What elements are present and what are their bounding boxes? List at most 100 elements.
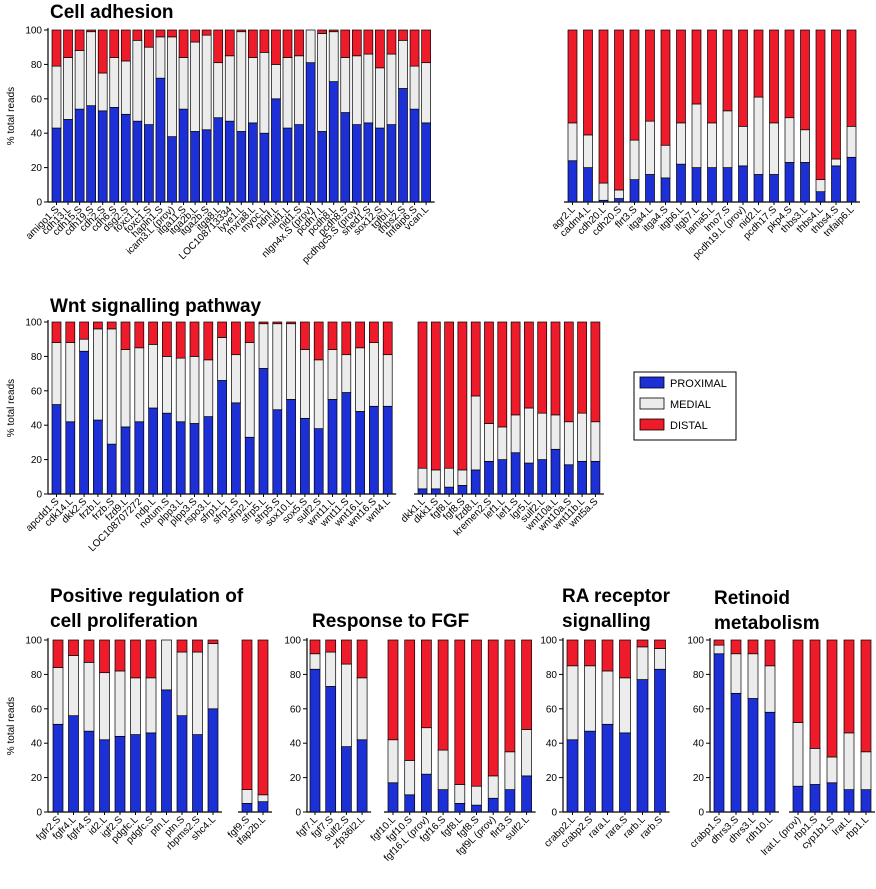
bar-medial [258,323,269,369]
bar-proximal [713,653,725,813]
bar-distal [843,639,855,734]
bar-proximal [257,801,269,813]
chart-title: Cell adhesion [50,2,174,23]
bar-medial [328,31,339,82]
bar-distal [130,639,141,679]
bar-proximal [120,426,131,495]
bar-proximal [144,124,154,203]
bar-distal [201,29,212,36]
y-tick-label: 20 [693,773,705,784]
y-tick-label: 80 [546,670,558,681]
bar-proximal [258,368,269,495]
legend-label-proximal: PROXIMAL [670,378,727,390]
bar-medial [51,342,62,405]
bar-proximal [175,421,186,495]
bar-medial [437,749,449,790]
bar-proximal [563,464,574,495]
y-tick-label: 80 [31,670,43,681]
bar-distal [317,29,327,34]
bar-medial [341,354,352,393]
bar-distal [497,321,508,428]
bar-medial [676,122,686,165]
bar-medial [792,722,804,787]
bar-proximal [654,668,666,813]
bar-proximal [167,136,177,203]
bar-proximal [106,443,117,495]
bar-distal [351,29,362,57]
chart-wnt: Wnt signalling pathway 0 20 40 60 80 100 % tota… [6,296,604,554]
bar-distal [224,29,235,57]
bar-medial [109,57,120,108]
bar-medial [189,356,200,424]
bar-proximal [764,711,776,813]
bar-proximal [409,108,420,203]
bar-medial [567,122,578,162]
bar-proximal [286,399,296,495]
bar-proximal [130,734,141,813]
bar-distal [676,29,686,124]
bar-medial [784,117,795,163]
bar-medial [192,651,203,735]
bar-distal [417,321,428,469]
bar-proximal [52,723,64,813]
bar-proximal [738,165,748,203]
bar-proximal [97,110,108,203]
y-tick-label: 40 [31,739,43,750]
bar-proximal [74,108,85,203]
bar-proximal [421,773,432,813]
bar-medial [619,677,631,734]
chart-title: Retinoid [714,588,790,609]
bar-distal [63,29,73,58]
bar-medial [327,349,338,400]
bar-distal [454,639,466,785]
y-tick-label: 20 [290,773,302,784]
bar-distal [190,29,200,43]
bar-medial [155,36,166,79]
bar-medial [598,182,609,201]
bar-distal [341,639,352,665]
bar-distal [341,321,352,356]
bar-distal [484,321,494,424]
y-tick-label: 100 [25,318,42,329]
bar-medial [738,125,748,167]
bar-distal [382,321,393,356]
bar-distal [241,639,253,790]
bar-distal [550,321,561,416]
bar-medial [583,134,593,168]
bar-medial [248,57,258,124]
bar-medial [145,677,157,734]
bar-proximal [566,739,579,813]
bar-distal [566,639,579,667]
bar-proximal [471,804,482,813]
bar-medial [305,29,316,64]
bar-distal [120,29,131,62]
bar-proximal [387,782,399,813]
bar-distal [563,321,574,423]
bar-proximal [341,392,352,495]
bar-distal [784,29,795,119]
bar-medial [636,646,649,680]
bar-proximal [178,108,189,203]
bar-distal [437,639,449,751]
bar-distal [846,29,857,127]
bar-distal [444,321,454,469]
bar-medial [521,729,532,777]
bar-distal [831,29,841,160]
bar-medial [201,34,212,131]
y-tick-label: 0 [551,808,557,819]
legend-swatch-distal [639,418,665,431]
bar-distal [167,29,177,38]
bar-proximal [145,732,157,813]
bar-proximal [217,380,227,495]
bar-medial [224,55,235,122]
bar-proximal [327,399,338,495]
bar-proximal [636,679,649,813]
bar-distal [398,29,408,41]
bar-distal [327,321,338,350]
bar-proximal [444,486,454,495]
bar-distal [236,29,247,33]
bar-proximal [68,715,79,813]
bar-distal [369,321,379,343]
bar-medial [614,189,624,199]
bar-distal [815,29,826,180]
